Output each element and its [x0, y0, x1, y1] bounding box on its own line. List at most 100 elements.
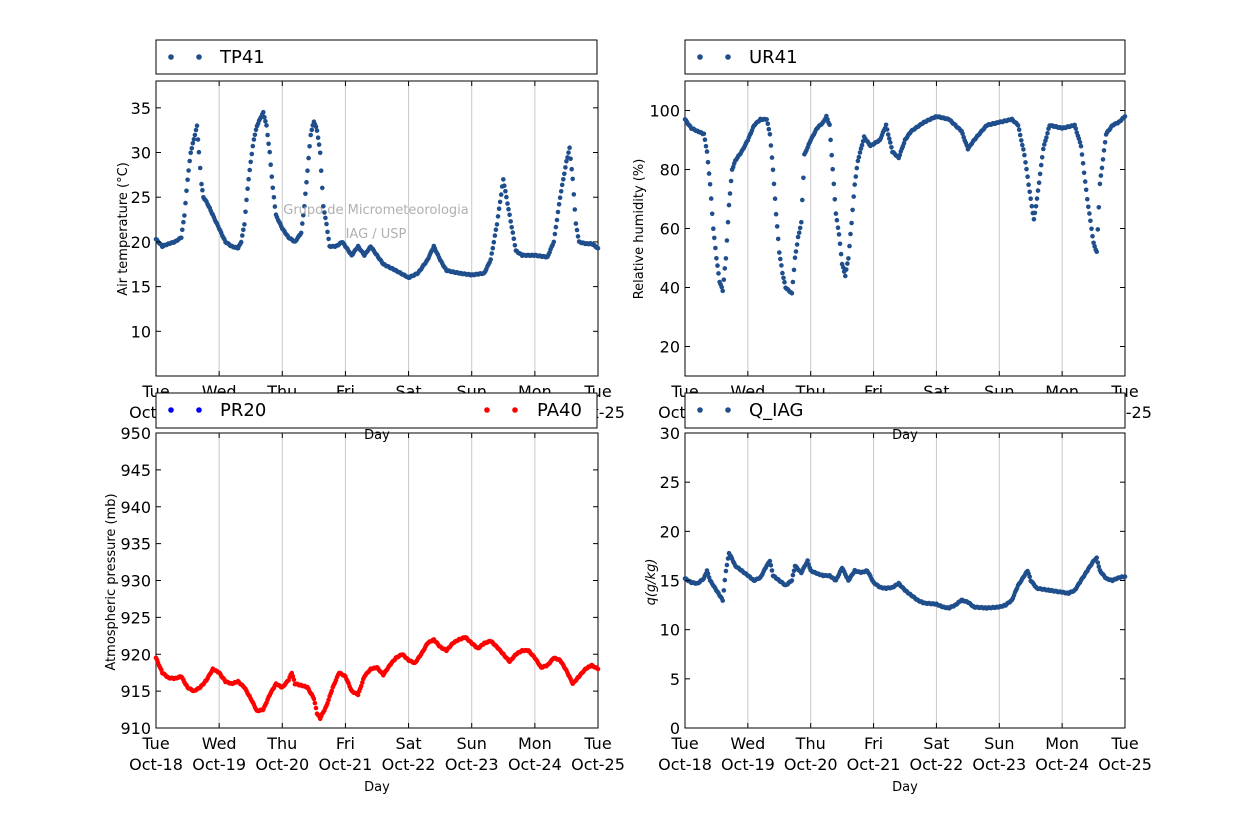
- data-point: [574, 227, 580, 233]
- data-point: [855, 158, 861, 164]
- y-axis-label: Air temperature (°C): [116, 162, 131, 296]
- data-point: [1022, 152, 1027, 158]
- x-tick-day: Tue: [141, 734, 169, 753]
- data-point: [505, 201, 510, 206]
- data-point: [1042, 142, 1047, 147]
- y-axis-label: q(g/kg): [644, 559, 659, 606]
- data-point: [960, 131, 965, 136]
- data-point: [901, 140, 907, 146]
- data-point: [325, 229, 330, 235]
- y-tick-label: 25: [660, 473, 680, 492]
- data-point: [503, 188, 508, 194]
- data-point: [490, 245, 496, 251]
- data-point: [701, 131, 707, 137]
- data-point: [194, 123, 200, 128]
- data-point: [243, 209, 248, 215]
- data-point: [830, 166, 835, 172]
- data-point: [241, 227, 246, 233]
- data-point: [887, 136, 892, 141]
- data-point: [1044, 135, 1049, 140]
- x-tick-day: Fri: [336, 734, 355, 753]
- data-point: [789, 291, 795, 296]
- data-point: [781, 275, 786, 281]
- data-point: [188, 150, 193, 156]
- data-point: [300, 221, 305, 226]
- data-point: [769, 155, 775, 160]
- data-point: [326, 697, 331, 703]
- data-point: [791, 267, 797, 273]
- y-tick-label: 30: [131, 144, 151, 163]
- data-point: [264, 123, 269, 128]
- data-point: [772, 196, 778, 201]
- x-tick-date: Oct-19: [192, 755, 246, 774]
- data-point: [721, 277, 727, 283]
- data-point: [719, 284, 724, 290]
- x-tick-day: Tue: [1110, 734, 1138, 753]
- data-point: [247, 167, 252, 173]
- data-point: [571, 192, 577, 197]
- data-point: [307, 144, 312, 149]
- data-point: [1080, 161, 1086, 166]
- data-point: [720, 598, 725, 603]
- data-point: [1091, 240, 1096, 246]
- y-tick-label: 10: [131, 322, 151, 341]
- y-tick-label: 920: [120, 645, 151, 664]
- data-point: [848, 231, 853, 237]
- data-point: [556, 202, 562, 207]
- data-point: [512, 243, 518, 248]
- data-point: [250, 143, 256, 149]
- data-point: [1076, 136, 1082, 141]
- data-point: [1082, 179, 1088, 184]
- y-tick-label: 35: [131, 99, 151, 118]
- data-point: [508, 219, 513, 224]
- x-tick-date: Oct-24: [508, 755, 562, 774]
- data-point: [724, 238, 730, 243]
- data-point: [829, 152, 834, 158]
- data-point: [190, 140, 196, 146]
- data-point: [262, 114, 267, 120]
- data-point: [304, 180, 309, 185]
- data-point: [721, 588, 727, 593]
- data-point: [705, 571, 711, 576]
- data-point: [768, 143, 774, 148]
- x-tick-day: Thu: [266, 734, 297, 753]
- specific-humidity-panel: 0 5 10 15 20 25 30 Tue Oct-18 Wed Oct-19 Thu Oct-20…: [644, 424, 1152, 795]
- data-point: [1102, 140, 1108, 145]
- data-point: [290, 673, 296, 679]
- data-point: [329, 688, 335, 694]
- legend-label-q-iag: Q_IAG: [749, 400, 803, 421]
- y-tick-label: 80: [660, 161, 680, 180]
- x-tick-day: Sat: [923, 734, 949, 753]
- data-point: [854, 165, 860, 171]
- data-point: [253, 127, 259, 133]
- data-point: [805, 558, 810, 563]
- data-point: [800, 197, 805, 203]
- data-point: [852, 182, 857, 187]
- data-point: [355, 692, 361, 698]
- data-point: [564, 159, 569, 164]
- data-point: [838, 251, 844, 257]
- data-point: [595, 666, 601, 672]
- data-point: [195, 137, 201, 142]
- data-point: [702, 137, 708, 142]
- data-point: [703, 143, 709, 149]
- data-point: [1024, 166, 1029, 172]
- data-point: [849, 220, 854, 226]
- data-point: [765, 121, 771, 127]
- data-point: [730, 164, 736, 170]
- y-tick-label: 30: [660, 424, 680, 443]
- data-point: [263, 119, 268, 124]
- data-point: [562, 171, 567, 177]
- data-point: [831, 181, 837, 187]
- data-point: [836, 232, 842, 237]
- plot-frame: [155, 432, 599, 729]
- data-point: [1094, 555, 1099, 560]
- legend-marker: [168, 54, 174, 60]
- y-tick-label: 940: [120, 498, 151, 517]
- data-point: [778, 256, 783, 262]
- y-tick-label: 910: [120, 719, 151, 738]
- y-tick-label: 945: [120, 461, 151, 480]
- data-point: [1037, 171, 1043, 177]
- data-point: [326, 236, 331, 242]
